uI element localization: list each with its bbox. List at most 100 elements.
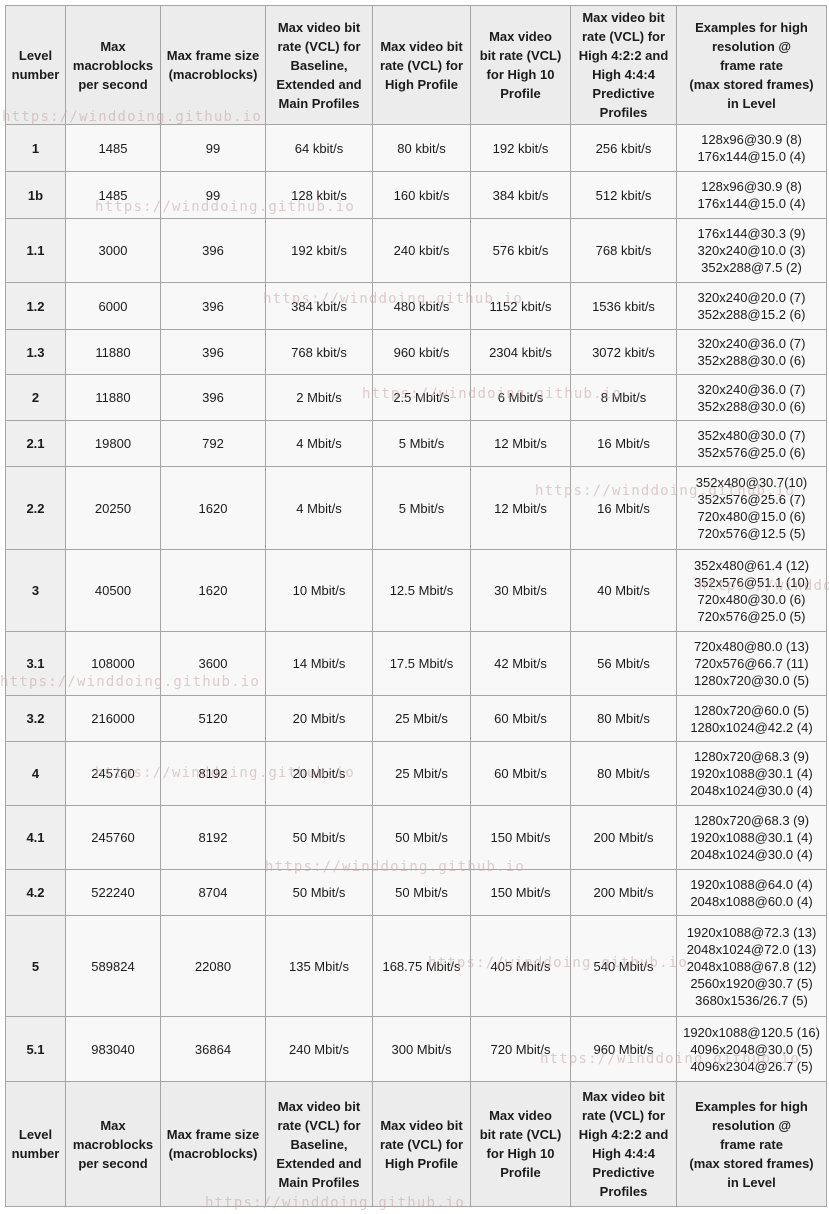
table-row-level-3.2: 3.2 216000 5120 20 Mbit/s 25 Mbit/s 60 Mbit/s… <box>5 695 827 742</box>
table-row-level-2.2: 2.2 20250 1620 4 Mbit/s 5 Mbit/s 12 Mbit/s 16 … <box>5 466 827 550</box>
table-row-level-5: 5 589824 22080 135 Mbit/s 168.75 Mbit/s 405 M… <box>5 915 827 1017</box>
cell-vcl-bitrate-high10: 60 Mbit/s <box>470 741 571 806</box>
cell-level-number: 5.1 <box>5 1016 66 1082</box>
column-header-vcl-bitrate-high10-top: Max video bit rate (VCL) for High 10 Profil… <box>470 5 571 125</box>
cell-vcl-bitrate-high10: 576 kbit/s <box>470 218 571 283</box>
cell-vcl-bitrate-high: 50 Mbit/s <box>372 869 471 916</box>
cell-vcl-bitrate-high10: 2304 kbit/s <box>470 329 571 375</box>
cell-vcl-bitrate-high10: 150 Mbit/s <box>470 805 571 870</box>
cell-vcl-bitrate-baseline-extended-main: 128 kbit/s <box>265 171 373 219</box>
cell-resolution-examples: 176x144@30.3 (9) 320x240@10.0 (3) 352x288@… <box>676 218 827 283</box>
cell-resolution-examples: 320x240@36.0 (7) 352x288@30.0 (6) <box>676 374 827 421</box>
cell-max-frame-size: 36864 <box>160 1016 266 1082</box>
cell-max-macroblocks-per-second: 1485 <box>65 124 161 172</box>
cell-vcl-bitrate-baseline-extended-main: 50 Mbit/s <box>265 805 373 870</box>
cell-vcl-bitrate-baseline-extended-main: 14 Mbit/s <box>265 631 373 696</box>
cell-max-macroblocks-per-second: 19800 <box>65 420 161 467</box>
cell-vcl-bitrate-baseline-extended-main: 50 Mbit/s <box>265 869 373 916</box>
cell-vcl-bitrate-high422-444: 3072 kbit/s <box>570 329 677 375</box>
cell-level-number: 2 <box>5 374 66 421</box>
cell-resolution-examples: 352x480@61.4 (12) 352x576@51.1 (10) 720x48… <box>676 549 827 632</box>
cell-vcl-bitrate-baseline-extended-main: 384 kbit/s <box>265 282 373 330</box>
header-row-top: Level number Max macroblocks per second Max f… <box>5 5 827 125</box>
cell-vcl-bitrate-high: 25 Mbit/s <box>372 695 471 742</box>
cell-vcl-bitrate-high10: 1152 kbit/s <box>470 282 571 330</box>
cell-vcl-bitrate-high422-444: 540 Mbit/s <box>570 915 677 1017</box>
column-header-vcl-bitrate-high10-bottom: Max video bit rate (VCL) for High 10 Profil… <box>470 1081 571 1207</box>
cell-level-number: 1.2 <box>5 282 66 330</box>
column-header-vcl-bitrate-high422-444-top: Max video bit rate (VCL) for High 4:2:2 an… <box>570 5 677 125</box>
cell-vcl-bitrate-high10: 384 kbit/s <box>470 171 571 219</box>
cell-vcl-bitrate-high422-444: 56 Mbit/s <box>570 631 677 696</box>
cell-max-macroblocks-per-second: 11880 <box>65 329 161 375</box>
cell-max-frame-size: 22080 <box>160 915 266 1017</box>
page: { "table": { "headers": [ ["Level", "num… <box>0 5 829 1214</box>
cell-resolution-examples: 1280x720@68.3 (9) 1920x1088@30.1 (4) 2048x… <box>676 741 827 806</box>
cell-vcl-bitrate-high: 240 kbit/s <box>372 218 471 283</box>
column-header-max-macroblocks-per-second-top: Max macroblocks per second <box>65 5 161 125</box>
cell-max-macroblocks-per-second: 11880 <box>65 374 161 421</box>
cell-max-frame-size: 396 <box>160 374 266 421</box>
column-header-level-number-top: Level number <box>5 5 66 125</box>
cell-resolution-examples: 1280x720@68.3 (9) 1920x1088@30.1 (4) 2048x… <box>676 805 827 870</box>
cell-level-number: 1b <box>5 171 66 219</box>
cell-vcl-bitrate-high422-444: 80 Mbit/s <box>570 695 677 742</box>
cell-vcl-bitrate-high: 25 Mbit/s <box>372 741 471 806</box>
cell-max-macroblocks-per-second: 1485 <box>65 171 161 219</box>
cell-resolution-examples: 320x240@36.0 (7) 352x288@30.0 (6) <box>676 329 827 375</box>
cell-max-macroblocks-per-second: 245760 <box>65 805 161 870</box>
column-header-resolution-examples-bottom: Examples for high resolution @ frame rate(… <box>676 1081 827 1207</box>
cell-vcl-bitrate-high422-444: 80 Mbit/s <box>570 741 677 806</box>
cell-vcl-bitrate-high10: 30 Mbit/s <box>470 549 571 632</box>
cell-level-number: 5 <box>5 915 66 1017</box>
cell-max-macroblocks-per-second: 6000 <box>65 282 161 330</box>
cell-vcl-bitrate-high10: 405 Mbit/s <box>470 915 571 1017</box>
cell-vcl-bitrate-high: 168.75 Mbit/s <box>372 915 471 1017</box>
cell-vcl-bitrate-high10: 42 Mbit/s <box>470 631 571 696</box>
cell-resolution-examples: 128x96@30.9 (8) 176x144@15.0 (4) <box>676 171 827 219</box>
cell-vcl-bitrate-high: 480 kbit/s <box>372 282 471 330</box>
table-row-level-2.1: 2.1 19800 792 4 Mbit/s 5 Mbit/s 12 Mbit/s 16 M… <box>5 420 827 467</box>
cell-max-macroblocks-per-second: 983040 <box>65 1016 161 1082</box>
cell-vcl-bitrate-high10: 150 Mbit/s <box>470 869 571 916</box>
cell-max-macroblocks-per-second: 108000 <box>65 631 161 696</box>
cell-level-number: 4.1 <box>5 805 66 870</box>
cell-vcl-bitrate-baseline-extended-main: 240 Mbit/s <box>265 1016 373 1082</box>
cell-vcl-bitrate-high10: 6 Mbit/s <box>470 374 571 421</box>
cell-vcl-bitrate-high422-444: 8 Mbit/s <box>570 374 677 421</box>
table-row-level-1.3: 1.3 11880 396 768 kbit/s 960 kbit/s 2304 kbit… <box>5 329 827 375</box>
cell-vcl-bitrate-baseline-extended-main: 10 Mbit/s <box>265 549 373 632</box>
table-row-level-4.1: 4.1 245760 8192 50 Mbit/s 50 Mbit/s 150 Mbit/… <box>5 805 827 870</box>
table-row-level-1: 1 1485 99 64 kbit/s 80 kbit/s 192 kbit/s 256 k… <box>5 124 827 172</box>
cell-resolution-examples: 1920x1088@64.0 (4) 2048x1088@60.0 (4) <box>676 869 827 916</box>
table-footer: Level number Max macroblocks per second Max f… <box>5 1081 827 1207</box>
cell-vcl-bitrate-high: 5 Mbit/s <box>372 466 471 550</box>
cell-vcl-bitrate-high422-444: 40 Mbit/s <box>570 549 677 632</box>
cell-vcl-bitrate-high: 17.5 Mbit/s <box>372 631 471 696</box>
header-row-bottom: Level number Max macroblocks per second Max f… <box>5 1081 827 1207</box>
cell-max-frame-size: 396 <box>160 282 266 330</box>
column-header-vcl-bitrate-baseline-extended-main-top: Max video bit rate (VCL) for Baseline, Exte… <box>265 5 373 125</box>
column-header-vcl-bitrate-baseline-extended-main-bottom: Max video bit rate (VCL) for Baseline, Exte… <box>265 1081 373 1207</box>
cell-vcl-bitrate-high422-444: 256 kbit/s <box>570 124 677 172</box>
cell-level-number: 1 <box>5 124 66 172</box>
column-header-vcl-bitrate-high422-444-bottom: Max video bit rate (VCL) for High 4:2:2 an… <box>570 1081 677 1207</box>
table-row-level-5.1: 5.1 983040 36864 240 Mbit/s 300 Mbit/s 720 Mb… <box>5 1016 827 1082</box>
cell-resolution-examples: 320x240@20.0 (7) 352x288@15.2 (6) <box>676 282 827 330</box>
table-row-level-1b: 1b 1485 99 128 kbit/s 160 kbit/s 384 kbit/s 51… <box>5 171 827 219</box>
cell-level-number: 2.2 <box>5 466 66 550</box>
cell-vcl-bitrate-high422-444: 16 Mbit/s <box>570 420 677 467</box>
cell-vcl-bitrate-baseline-extended-main: 64 kbit/s <box>265 124 373 172</box>
cell-max-frame-size: 1620 <box>160 466 266 550</box>
column-header-level-number-bottom: Level number <box>5 1081 66 1207</box>
cell-vcl-bitrate-high: 5 Mbit/s <box>372 420 471 467</box>
cell-max-macroblocks-per-second: 522240 <box>65 869 161 916</box>
cell-level-number: 4 <box>5 741 66 806</box>
cell-max-frame-size: 792 <box>160 420 266 467</box>
cell-max-frame-size: 5120 <box>160 695 266 742</box>
cell-vcl-bitrate-high: 80 kbit/s <box>372 124 471 172</box>
column-header-max-frame-size-top: Max frame size (macroblocks) <box>160 5 266 125</box>
cell-max-frame-size: 3600 <box>160 631 266 696</box>
cell-max-frame-size: 99 <box>160 171 266 219</box>
cell-vcl-bitrate-baseline-extended-main: 4 Mbit/s <box>265 420 373 467</box>
